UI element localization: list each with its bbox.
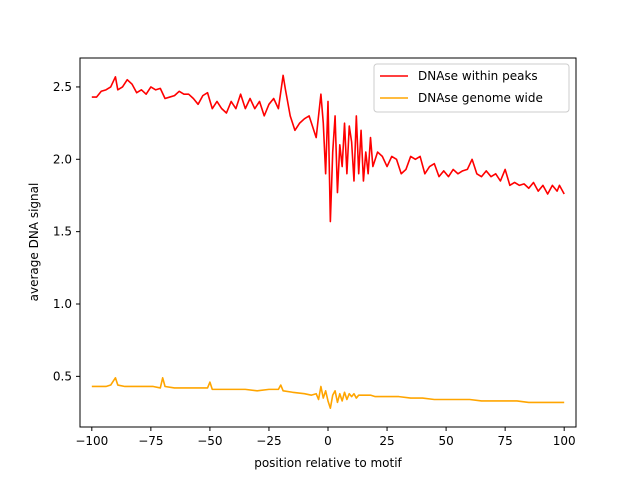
x-axis: −100 −75 −50 −25 0 25 50 75 100	[75, 427, 576, 448]
x-tick-label: −50	[197, 434, 222, 448]
x-tick-label: 75	[498, 434, 513, 448]
x-tick-label: −75	[138, 434, 163, 448]
y-tick-label: 1.5	[53, 225, 72, 239]
legend-box	[373, 63, 570, 113]
plot-layer	[91, 74, 565, 409]
series-line-1	[91, 74, 565, 223]
y-axis: 0.5 1.0 1.5 2.0 2.5	[53, 80, 80, 383]
y-tick-label: 0.5	[53, 369, 72, 383]
legend-label: DNAse genome wide	[418, 91, 543, 105]
series-line-2	[91, 377, 565, 409]
x-tick-label: 50	[438, 434, 453, 448]
y-axis-label: average DNA signal	[27, 183, 41, 302]
legend: DNAse within peaks DNAse genome wide	[373, 63, 570, 113]
y-tick-label: 1.0	[53, 297, 72, 311]
y-tick-label: 2.5	[53, 80, 72, 94]
y-tick-label: 2.0	[53, 152, 72, 166]
x-tick-label: 100	[553, 434, 576, 448]
x-axis-label: position relative to motif	[254, 456, 402, 470]
x-tick-label: −100	[75, 434, 108, 448]
legend-label: DNAse within peaks	[418, 69, 538, 83]
x-tick-label: 25	[379, 434, 394, 448]
x-tick-label: 0	[324, 434, 332, 448]
x-tick-label: −25	[256, 434, 281, 448]
